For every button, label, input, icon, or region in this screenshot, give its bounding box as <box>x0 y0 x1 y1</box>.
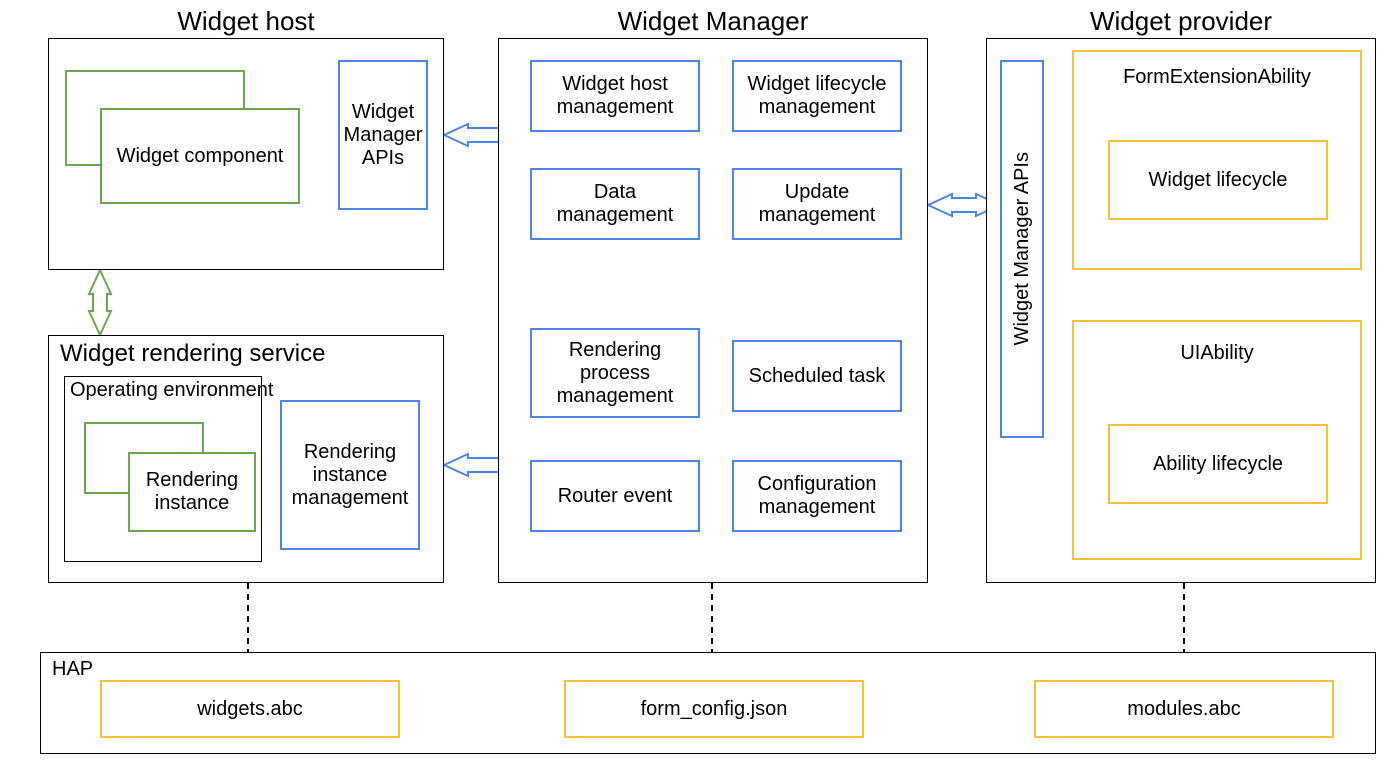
wm-box-6: Router event <box>530 460 700 532</box>
wm-box-1: Widget lifecycle management <box>732 60 902 132</box>
widget-manager-apis-provider: Widget Manager APIs <box>1000 60 1044 438</box>
wm-box-5: Scheduled task <box>732 340 902 412</box>
operating-environment-label: Operating environment <box>70 380 273 401</box>
wm-box-3: Update management <box>732 168 902 240</box>
widget-manager-title: Widget Manager <box>498 6 928 37</box>
hap-file-0: widgets.abc <box>100 680 400 738</box>
ability-lifecycle: Ability lifecycle <box>1108 424 1328 504</box>
wm-box-2: Data management <box>530 168 700 240</box>
rendering-instance: Rendering instance <box>128 452 256 532</box>
widget-component: Widget component <box>100 108 300 204</box>
widget-lifecycle: Widget lifecycle <box>1108 140 1328 220</box>
wm-box-4: Rendering process management <box>530 328 700 418</box>
diagram-stage: Widget host Widget component Widget Mana… <box>0 0 1398 771</box>
hap-label: HAP <box>52 658 93 681</box>
wm-box-7: Configuration management <box>732 460 902 532</box>
widget-provider-title: Widget provider <box>986 6 1376 37</box>
wm-box-0: Widget host management <box>530 60 700 132</box>
rendering-instance-management: Rendering instance management <box>280 400 420 550</box>
hap-file-2: modules.abc <box>1034 680 1334 738</box>
widget-manager-apis-host: Widget Manager APIs <box>338 60 428 210</box>
rendering-service-title: Widget rendering service <box>60 340 325 368</box>
widget-host-title: Widget host <box>48 6 444 37</box>
hap-file-1: form_config.json <box>564 680 864 738</box>
